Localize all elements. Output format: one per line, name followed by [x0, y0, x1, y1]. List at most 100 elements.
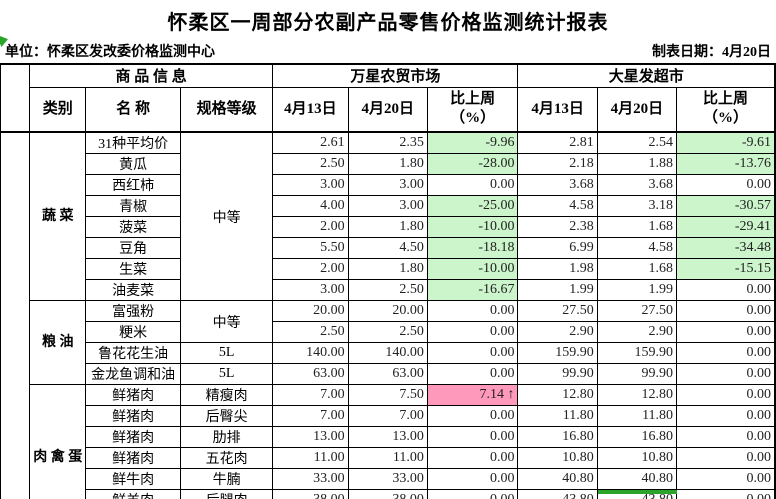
spec-cell[interactable]: 肋排	[180, 426, 274, 448]
name-cell[interactable]: 生菜	[85, 258, 182, 280]
change-cell[interactable]: 0.00	[426, 174, 519, 196]
price-cell[interactable]: 7.00	[272, 384, 349, 406]
name-cell[interactable]: 31种平均价	[85, 131, 182, 154]
price-cell[interactable]: 20.00	[272, 300, 349, 322]
price-cell[interactable]: 2.35	[347, 131, 428, 154]
group-market-daxingfa[interactable]: 大星发超市	[517, 63, 776, 88]
name-cell[interactable]: 粳米	[85, 321, 182, 343]
price-cell[interactable]: 10.80	[596, 447, 678, 469]
change-cell[interactable]: 7.14 ↑	[426, 384, 519, 406]
left-stub-header-cell[interactable]	[0, 63, 31, 133]
category-cell[interactable]: 肉 禽 蛋	[29, 384, 87, 499]
price-cell[interactable]: 7.00	[272, 405, 349, 427]
change-cell[interactable]: 0.00	[676, 300, 776, 322]
price-cell[interactable]: 11.00	[347, 447, 428, 469]
price-cell[interactable]: 3.00	[272, 279, 349, 301]
price-cell[interactable]: 3.00	[272, 174, 349, 196]
price-cell[interactable]: 1.80	[347, 216, 428, 238]
col-header-category[interactable]: 类别	[29, 86, 87, 133]
category-cell[interactable]: 粮 油	[29, 300, 87, 385]
price-cell[interactable]: 5.50	[272, 237, 349, 259]
name-cell[interactable]: 油麦菜	[85, 279, 182, 301]
price-cell[interactable]: 27.50	[596, 300, 678, 322]
price-cell[interactable]: 13.00	[272, 426, 349, 448]
price-cell[interactable]: 3.68	[596, 174, 678, 196]
spec-cell[interactable]: 牛腩	[180, 468, 274, 490]
col-header-spec[interactable]: 规格等级	[180, 86, 274, 133]
name-cell[interactable]: 鲜牛肉	[85, 468, 182, 490]
price-cell[interactable]: 10.80	[517, 447, 598, 469]
change-cell[interactable]: -34.48	[676, 237, 776, 259]
price-cell[interactable]: 1.80	[347, 258, 428, 280]
change-cell[interactable]: 0.00	[426, 363, 519, 385]
col-header-m1-date1[interactable]: 4月13日	[272, 86, 349, 133]
price-cell[interactable]: 1.98	[517, 258, 598, 280]
price-cell[interactable]: 6.99	[517, 237, 598, 259]
change-cell[interactable]: -28.00	[426, 153, 519, 175]
name-cell[interactable]: 鲜猪肉	[85, 447, 182, 469]
price-cell[interactable]: 7.00	[347, 405, 428, 427]
price-cell[interactable]: 3.68	[517, 174, 598, 196]
change-cell[interactable]: -9.96	[426, 131, 519, 154]
change-cell[interactable]: -18.18	[426, 237, 519, 259]
price-cell[interactable]: 2.18	[517, 153, 598, 175]
price-cell[interactable]: 1.99	[517, 279, 598, 301]
price-cell[interactable]: 140.00	[347, 342, 428, 364]
change-cell[interactable]: 0.00	[676, 405, 776, 427]
left-stub-cell[interactable]	[0, 131, 31, 499]
spec-cell[interactable]: 中等	[180, 300, 274, 343]
price-cell[interactable]: 40.80	[596, 468, 678, 490]
change-cell[interactable]: 0.00	[676, 468, 776, 490]
price-cell[interactable]: 11.80	[596, 405, 678, 427]
price-cell[interactable]: 2.50	[347, 279, 428, 301]
name-cell[interactable]: 鲜猪肉	[85, 426, 182, 448]
price-cell[interactable]: 11.80	[517, 405, 598, 427]
change-cell[interactable]: 0.00	[676, 174, 776, 196]
price-cell[interactable]: 1.80	[347, 153, 428, 175]
change-cell[interactable]: 0.00	[676, 279, 776, 301]
name-cell[interactable]: 鲜猪肉	[85, 384, 182, 406]
price-cell[interactable]: 1.68	[596, 216, 678, 238]
price-cell[interactable]: 43.80	[517, 489, 598, 499]
price-cell[interactable]: 2.00	[272, 216, 349, 238]
price-cell[interactable]: 99.90	[517, 363, 598, 385]
spec-cell[interactable]: 5L	[180, 363, 274, 385]
category-cell[interactable]: 蔬 菜	[29, 131, 87, 301]
change-cell[interactable]: 0.00	[676, 321, 776, 343]
change-cell[interactable]: 0.00	[426, 342, 519, 364]
price-cell[interactable]: 33.00	[347, 468, 428, 490]
price-cell[interactable]: 16.80	[596, 426, 678, 448]
change-cell[interactable]: 0.00	[676, 447, 776, 469]
price-cell[interactable]: 2.50	[272, 321, 349, 343]
change-cell[interactable]: -29.41	[676, 216, 776, 238]
col-header-m2-date2[interactable]: 4月20日	[596, 86, 678, 133]
price-cell[interactable]: 33.00	[272, 468, 349, 490]
price-cell[interactable]: 2.50	[347, 321, 428, 343]
change-cell[interactable]: 0.00	[426, 447, 519, 469]
spec-cell[interactable]: 精瘦肉	[180, 384, 274, 406]
change-cell[interactable]: -15.15	[676, 258, 776, 280]
change-cell[interactable]: 0.00	[426, 405, 519, 427]
price-cell[interactable]: 2.90	[596, 321, 678, 343]
spec-cell[interactable]: 中等	[180, 131, 274, 301]
price-cell[interactable]: 38.00	[347, 489, 428, 499]
col-header-m1-change[interactable]: 比上周 （%）	[426, 86, 519, 133]
price-cell[interactable]: 12.80	[596, 384, 678, 406]
price-cell[interactable]: 2.90	[517, 321, 598, 343]
name-cell[interactable]: 豆角	[85, 237, 182, 259]
change-cell[interactable]: 0.00	[676, 363, 776, 385]
price-cell[interactable]: 2.54	[596, 131, 678, 154]
price-cell[interactable]: 99.90	[596, 363, 678, 385]
spec-cell[interactable]: 5L	[180, 342, 274, 364]
change-cell[interactable]: -13.76	[676, 153, 776, 175]
name-cell[interactable]: 富强粉	[85, 300, 182, 322]
price-cell[interactable]: 2.81	[517, 131, 598, 154]
col-header-name[interactable]: 名 称	[85, 86, 182, 133]
name-cell[interactable]: 西红柿	[85, 174, 182, 196]
name-cell[interactable]: 金龙鱼调和油	[85, 363, 182, 385]
price-cell[interactable]: 1.99	[596, 279, 678, 301]
price-cell[interactable]: 27.50	[517, 300, 598, 322]
change-cell[interactable]: -25.00	[426, 195, 519, 217]
price-cell[interactable]: 4.58	[517, 195, 598, 217]
price-cell[interactable]: 140.00	[272, 342, 349, 364]
